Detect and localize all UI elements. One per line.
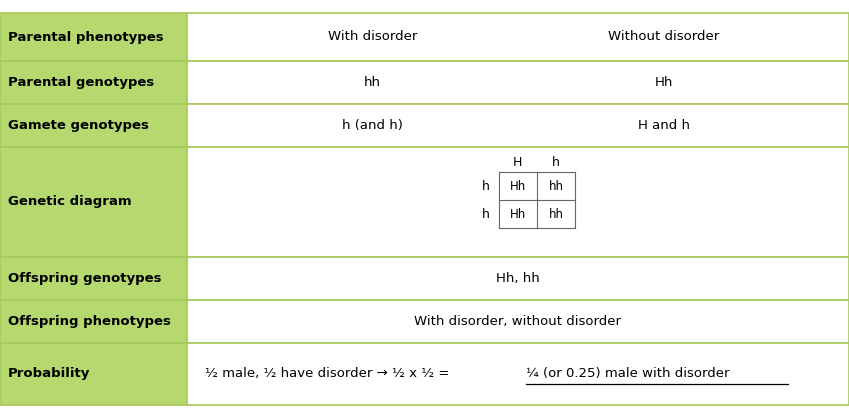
Bar	[187, 13, 849, 61]
Bar	[187, 257, 849, 300]
Text: With disorder, without disorder: With disorder, without disorder	[414, 315, 621, 328]
Text: Offspring genotypes: Offspring genotypes	[8, 272, 161, 285]
Text: ¼ (or 0.25) male with disorder: ¼ (or 0.25) male with disorder	[526, 367, 729, 380]
Text: Hh: Hh	[655, 76, 672, 89]
Bar	[187, 343, 849, 405]
Text: Hh: Hh	[509, 207, 526, 221]
Bar	[0, 343, 187, 405]
Text: Hh: Hh	[509, 179, 526, 193]
Text: h: h	[482, 179, 490, 193]
Text: Gamete genotypes: Gamete genotypes	[8, 119, 149, 132]
Text: hh: hh	[363, 76, 380, 89]
Text: Hh, hh: Hh, hh	[496, 272, 540, 285]
Text: h: h	[482, 207, 490, 221]
Text: Without disorder: Without disorder	[608, 31, 719, 43]
Text: With disorder: With disorder	[328, 31, 417, 43]
Bar	[187, 104, 849, 147]
Text: h: h	[552, 156, 559, 170]
Text: H: H	[513, 156, 523, 170]
Bar	[0, 104, 187, 147]
Text: h (and h): h (and h)	[342, 119, 402, 132]
Text: Parental genotypes: Parental genotypes	[8, 76, 155, 89]
Bar	[0, 147, 187, 257]
Text: Parental phenotypes: Parental phenotypes	[8, 31, 164, 43]
Bar	[0, 300, 187, 343]
Text: Genetic diagram: Genetic diagram	[8, 196, 132, 209]
Text: Probability: Probability	[8, 367, 90, 380]
Bar	[187, 300, 849, 343]
Bar	[0, 257, 187, 300]
Text: hh: hh	[548, 207, 564, 221]
Text: ½ male, ½ have disorder → ½ x ½ =: ½ male, ½ have disorder → ½ x ½ =	[205, 367, 453, 380]
Bar	[0, 13, 187, 61]
Text: H and h: H and h	[638, 119, 689, 132]
Text: Offspring phenotypes: Offspring phenotypes	[8, 315, 171, 328]
Text: hh: hh	[548, 179, 564, 193]
Bar	[187, 61, 849, 104]
Bar	[0, 61, 187, 104]
Bar	[187, 147, 849, 257]
